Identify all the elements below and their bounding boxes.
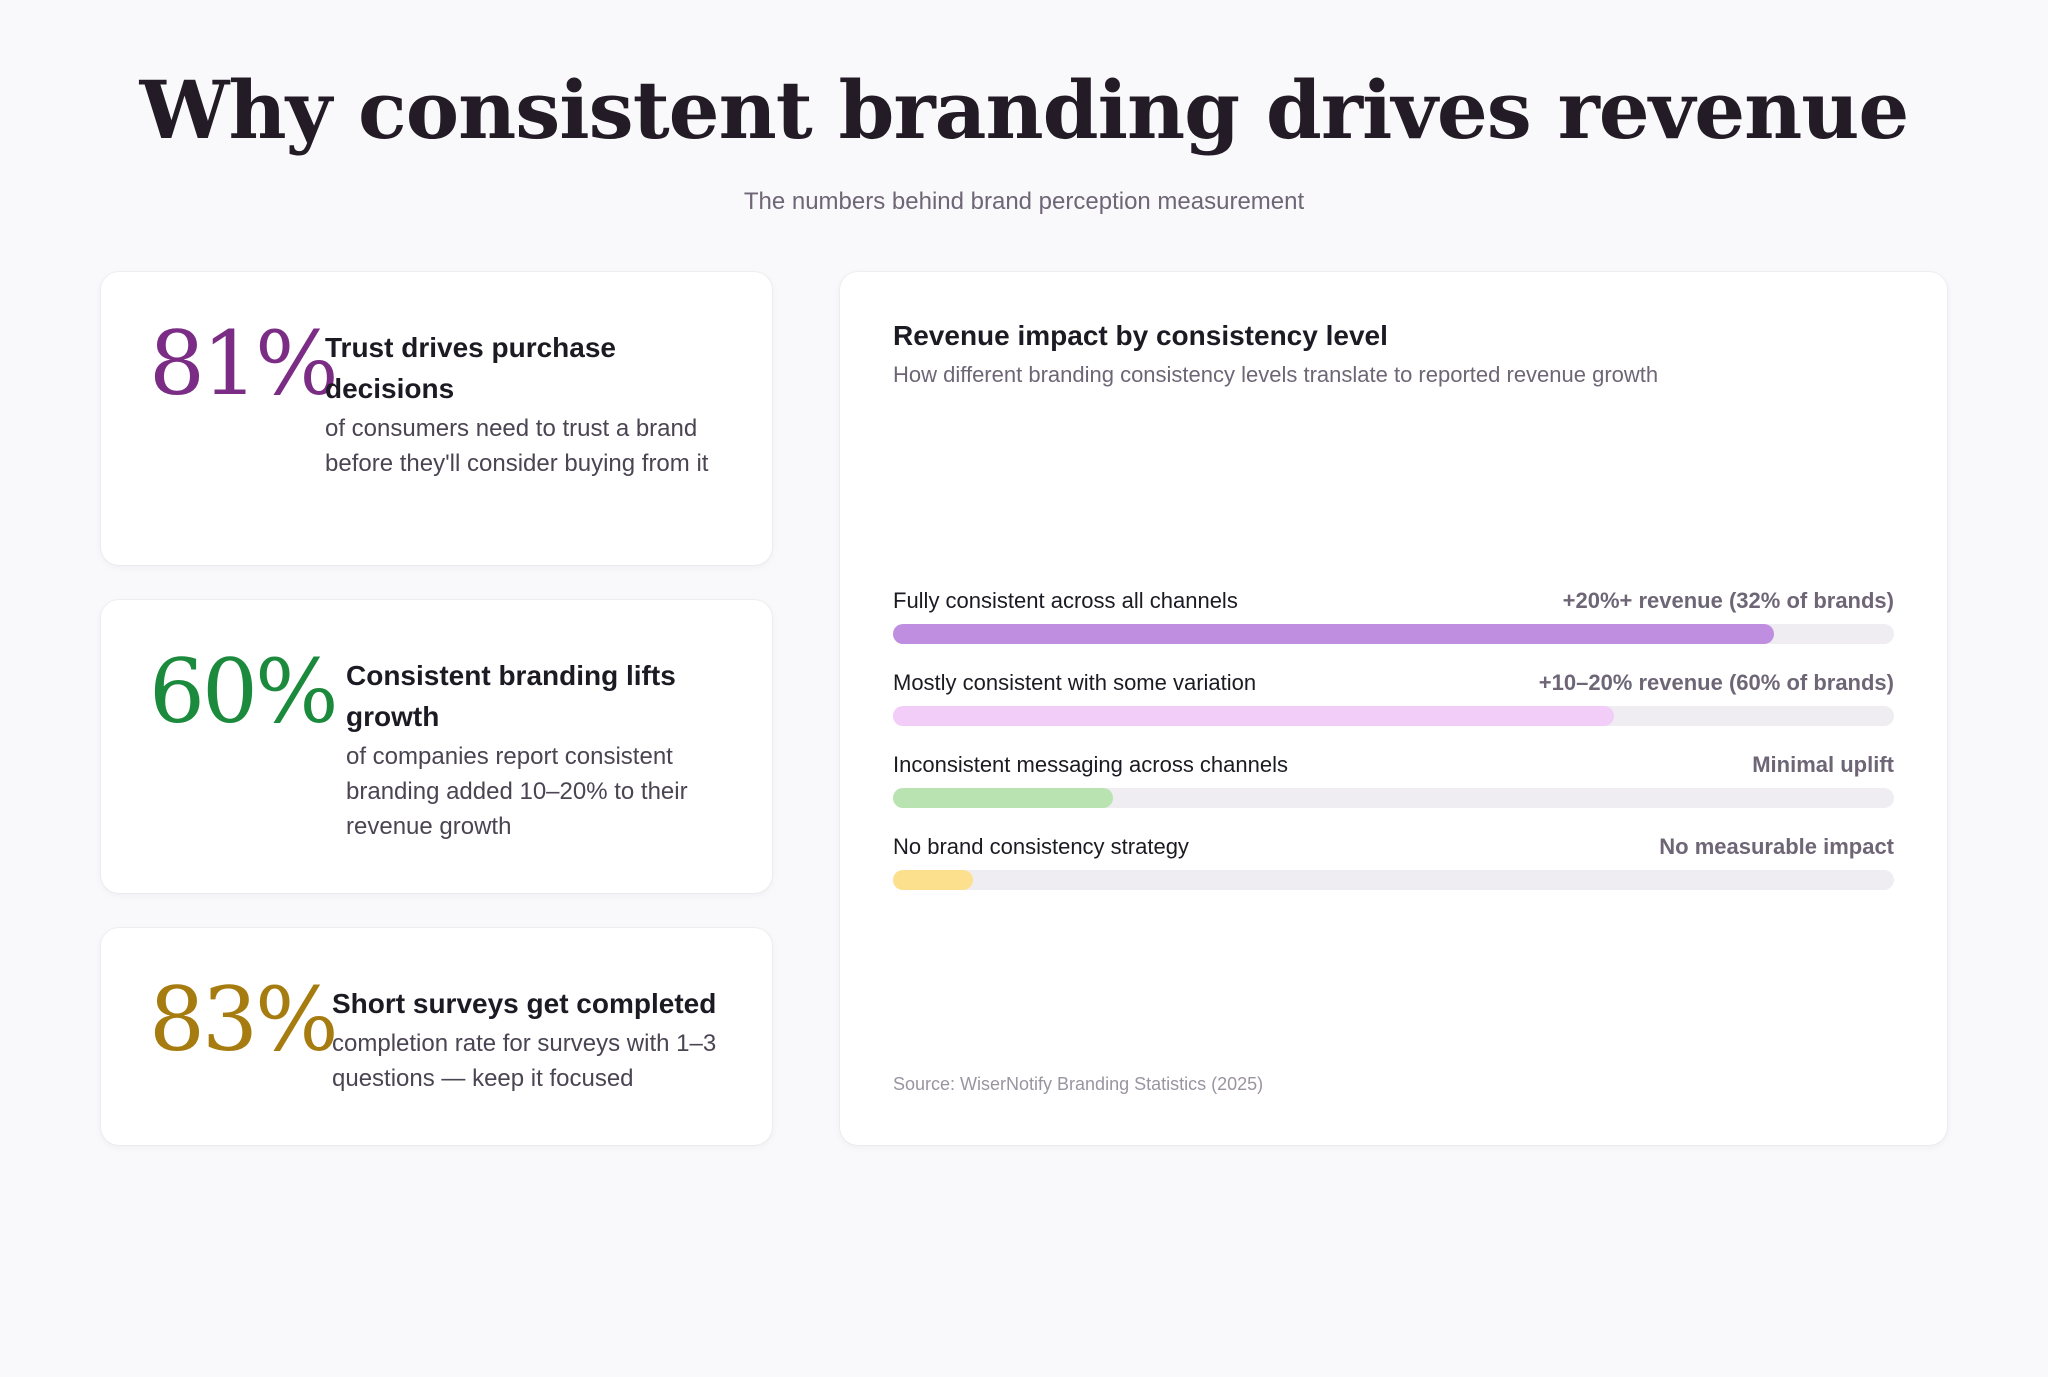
- page-header: Why consistent branding drives revenue T…: [0, 62, 2048, 216]
- bar-row: Mostly consistent with some variation +10…: [893, 669, 1894, 751]
- bar-row: No brand consistency strategy No measurab…: [893, 833, 1894, 915]
- bar-fill: [893, 788, 1114, 808]
- bar-fill: [893, 706, 1614, 726]
- stat-card-growth: 60% Consistent branding lifts growth of …: [101, 600, 772, 893]
- bar-track: [893, 788, 1894, 808]
- bar-fill: [893, 870, 974, 890]
- stat-text: Short surveys get completed completion r…: [332, 983, 720, 1096]
- bar-track: [893, 706, 1894, 726]
- bar-row: Fully consistent across all channels +20%…: [893, 587, 1894, 669]
- bar-value-label: +10–20% revenue (60% of brands): [1538, 670, 1894, 695]
- bar-value-label: +20%+ revenue (32% of brands): [1562, 588, 1894, 613]
- bar-label: Fully consistent across all channels: [893, 588, 1238, 613]
- bar-value-label: Minimal uplift: [1752, 752, 1894, 777]
- stat-description: of companies report consistent branding …: [346, 743, 688, 840]
- stat-title: Consistent branding lifts growth: [346, 660, 676, 732]
- bar-label: No brand consistency strategy: [893, 834, 1189, 859]
- stat-title: Trust drives purchase decisions: [325, 332, 617, 404]
- stat-description: completion rate for surveys with 1–3 que…: [332, 1030, 717, 1092]
- bar-row: Inconsistent messaging across channels Mi…: [893, 751, 1894, 833]
- stat-text: Trust drives purchase decisions of consu…: [325, 327, 720, 481]
- stat-card-surveys: 83% Short surveys get completed completi…: [101, 928, 772, 1145]
- chart-subtitle: How different branding consistency level…: [893, 362, 1659, 387]
- stat-number: 83%: [149, 968, 339, 1071]
- bar-value-label: No measurable impact: [1659, 834, 1894, 859]
- stat-card-trust: 81% Trust drives purchase decisions of c…: [101, 272, 772, 565]
- bar-track: [893, 870, 1894, 890]
- bar-fill: [893, 624, 1774, 644]
- chart-title: Revenue impact by consistency level: [893, 320, 1388, 351]
- page-title: Why consistent branding drives revenue: [139, 63, 1910, 157]
- stat-number: 81%: [149, 312, 339, 415]
- stat-title: Short surveys get completed: [332, 988, 717, 1019]
- bar-label: Inconsistent messaging across channels: [893, 752, 1288, 777]
- revenue-impact-chart-card: Revenue impact by consistency level How …: [840, 272, 1947, 1145]
- bar-track: [893, 624, 1894, 644]
- chart-source: Source: WiserNotify Branding Statistics …: [893, 1074, 1264, 1094]
- bar-label: Mostly consistent with some variation: [893, 670, 1257, 695]
- stat-description: of consumers need to trust a brand befor…: [325, 415, 709, 477]
- stat-text: Consistent branding lifts growth of comp…: [346, 655, 720, 844]
- bar-chart: Fully consistent across all channels +20%…: [893, 587, 1894, 915]
- page-subtitle: The numbers behind brand perception meas…: [743, 188, 1305, 215]
- stat-number: 60%: [149, 640, 339, 743]
